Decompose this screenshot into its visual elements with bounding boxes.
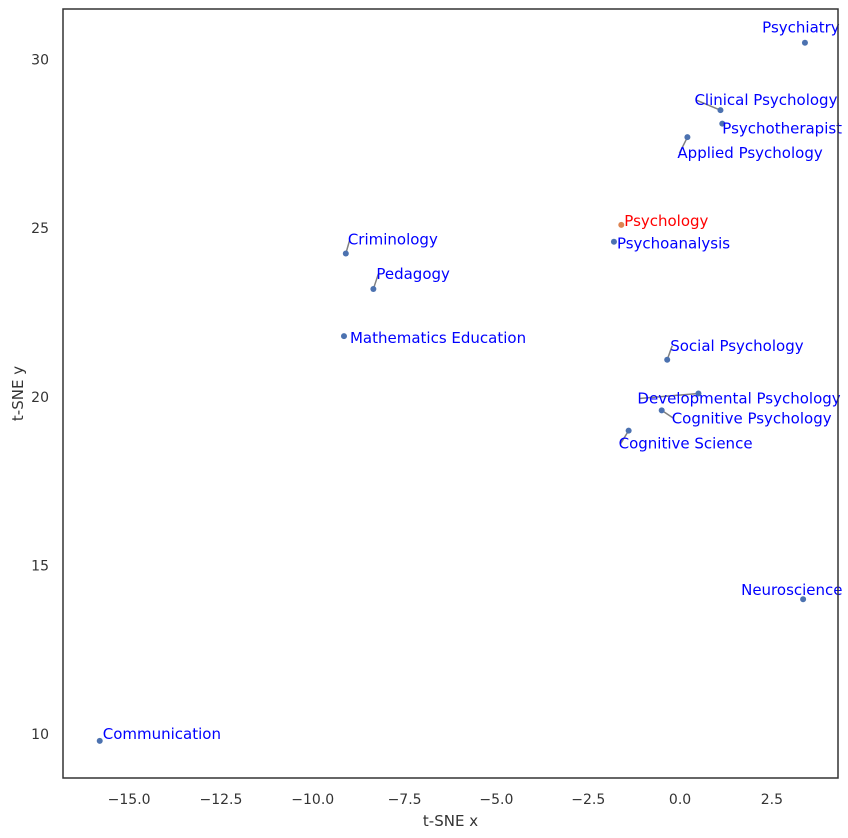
data-point-neuroscience: [800, 596, 807, 603]
x-tick-label: −5.0: [479, 792, 513, 808]
x-tick-label: −2.5: [571, 792, 605, 808]
y-tick-label: 25: [31, 221, 49, 237]
x-tick-label: −15.0: [108, 792, 151, 808]
data-point-cognitive-science: [625, 427, 632, 434]
x-tick-label: −7.5: [388, 792, 422, 808]
point-label-pedagogy: Pedagogy: [376, 265, 450, 283]
data-point-developmental-psychology: [695, 390, 702, 397]
data-point-communication: [96, 737, 103, 744]
point-label-developmental-psychology: Developmental Psychology: [637, 390, 840, 408]
plot-frame: [62, 8, 839, 779]
data-point-social-psychology: [664, 356, 671, 363]
y-axis-label: t-SNE y: [9, 366, 27, 421]
x-tick-label: −10.0: [291, 792, 334, 808]
y-axis-ticks: 10 15 20 25 30: [31, 53, 49, 744]
data-point-psychoanalysis: [610, 238, 617, 245]
data-point-pedagogy: [370, 285, 377, 292]
point-label-applied-psychology: Applied Psychology: [677, 144, 822, 162]
y-tick-label: 15: [31, 559, 49, 575]
data-point-clinical-psychology: [717, 107, 724, 114]
y-tick-label: 30: [31, 53, 49, 69]
x-tick-label: −12.5: [199, 792, 242, 808]
data-point-mathematics-education: [340, 333, 347, 340]
point-label-social-psychology: Social Psychology: [670, 337, 804, 355]
point-label-psychotherapist: Psychotherapist: [722, 120, 842, 138]
data-point-psychiatry: [801, 39, 808, 46]
data-point-applied-psychology: [684, 134, 691, 141]
data-point-psychology: [618, 221, 625, 228]
leader-line-developmental-psychology: [639, 392, 699, 400]
point-label-psychoanalysis: Psychoanalysis: [617, 235, 730, 253]
x-tick-label: 2.5: [761, 792, 783, 808]
data-point-cognitive-psychology: [658, 407, 665, 414]
data-point-psychotherapist: [719, 120, 726, 127]
point-label-clinical-psychology: Clinical Psychology: [694, 91, 837, 109]
points-layer: Psychiatry Clinical Psychology Psychothera…: [96, 19, 843, 744]
point-label-criminology: Criminology: [348, 231, 438, 249]
leader-line-clinical-psychology: [696, 99, 721, 111]
x-tick-label: 0.0: [669, 792, 691, 808]
y-tick-label: 10: [31, 727, 49, 743]
point-label-communication: Communication: [103, 725, 221, 743]
point-label-mathematics-education: Mathematics Education: [350, 329, 526, 347]
point-label-cognitive-science: Cognitive Science: [619, 435, 753, 453]
point-label-psychiatry: Psychiatry: [762, 19, 840, 37]
point-label-neuroscience: Neuroscience: [741, 581, 842, 599]
x-axis-label: t-SNE x: [423, 812, 478, 830]
y-tick-label: 20: [31, 390, 49, 406]
data-point-criminology: [342, 250, 349, 257]
point-label-psychology: Psychology: [624, 212, 708, 230]
point-label-cognitive-psychology: Cognitive Psychology: [672, 409, 832, 427]
x-axis-ticks: −15.0 −12.5 −10.0 −7.5 −5.0 −2.5 0.0 2.5: [108, 792, 783, 808]
